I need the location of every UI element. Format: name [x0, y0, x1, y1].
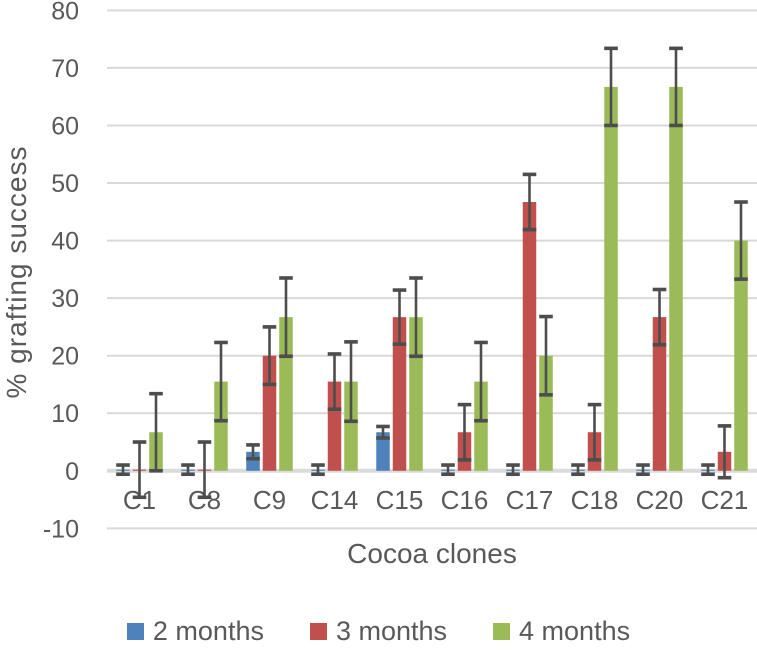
bar-C20-3-months	[652, 317, 667, 471]
legend: 2 months 3 months 4 months	[0, 616, 757, 647]
error-bars-4-months	[149, 46, 748, 473]
legend-item-3-months: 3 months	[309, 616, 448, 647]
legend-swatch-icon	[309, 623, 327, 640]
category-label: C21	[701, 485, 749, 515]
category-label: C14	[311, 485, 359, 515]
bar-series-4-months	[149, 86, 748, 471]
legend-label: 3 months	[335, 616, 448, 646]
legend-item-4-months: 4 months	[493, 616, 630, 647]
category-label: C20	[636, 485, 684, 515]
category-label: C17	[506, 485, 554, 515]
legend-item-2-months: 2 months	[126, 616, 264, 647]
bar-C14-3-months	[327, 381, 342, 471]
bar-C8-4-months	[214, 381, 228, 471]
bar-C16-4-months	[474, 381, 488, 471]
category-label: C9	[253, 485, 286, 515]
category-label: C15	[376, 485, 424, 515]
category-label: C18	[571, 485, 619, 515]
error-bars-2-months	[116, 424, 715, 477]
y-tick-label: 0	[65, 458, 79, 486]
bar-C9-2-months	[246, 451, 260, 471]
bar-C17-4-months	[539, 355, 553, 471]
error-bars-3-months	[132, 172, 732, 500]
legend-label: 2 months	[152, 616, 264, 646]
bar-C20-4-months	[669, 86, 683, 471]
category-label: C16	[441, 485, 489, 515]
y-tick-label: 40	[51, 228, 79, 256]
bar-C15-2-months	[376, 432, 390, 471]
y-tick-label: 80	[51, 0, 79, 25]
y-tick-label: 20	[51, 343, 79, 371]
bar-C17-3-months	[522, 202, 537, 471]
y-tick-label: 10	[51, 400, 79, 428]
y-tick-label: 60	[51, 112, 79, 140]
y-tick-label: 70	[51, 55, 79, 83]
y-tick-label: 30	[51, 285, 79, 313]
legend-label: 4 months	[519, 616, 631, 646]
bar-C14-4-months	[344, 381, 358, 471]
bar-C15-3-months	[392, 317, 407, 471]
y-tick-label: 50	[51, 170, 79, 198]
legend-swatch-icon	[126, 623, 144, 640]
y-tick-label: -10	[43, 515, 79, 543]
bar-C21-4-months	[734, 240, 748, 471]
bar-C18-4-months	[604, 86, 618, 471]
legend-swatch-icon	[493, 623, 511, 640]
x-axis-title: Cocoa clones	[347, 538, 517, 569]
